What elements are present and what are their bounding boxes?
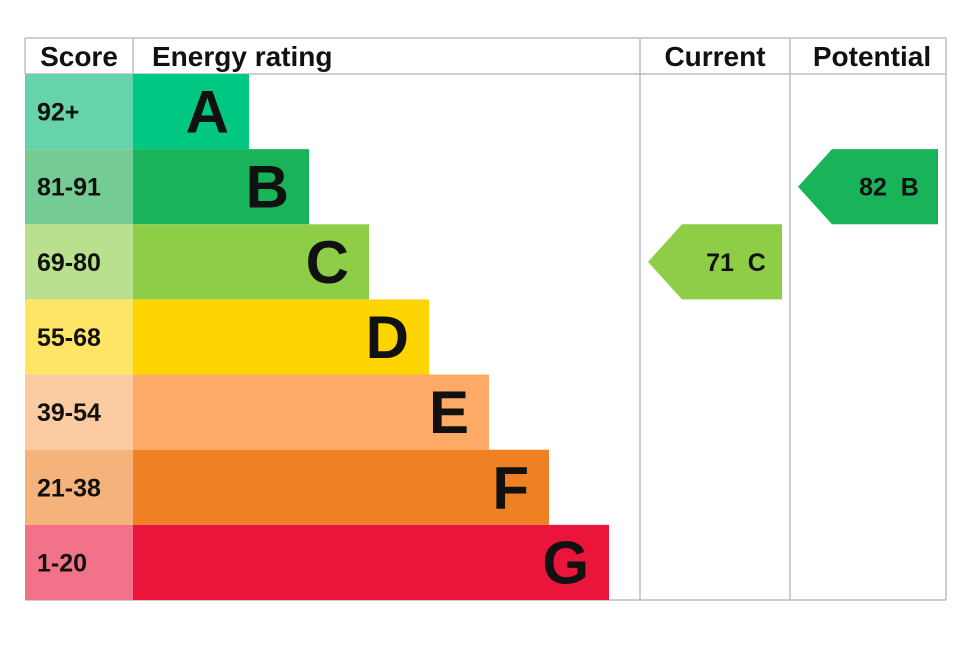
score-cell-a — [25, 74, 133, 150]
band-letter-d: D — [366, 304, 409, 371]
score-label-a: 92+ — [37, 99, 79, 127]
band-bar-d — [133, 299, 429, 375]
band-letter-c: C — [306, 229, 349, 296]
score-label-e: 39-54 — [37, 399, 101, 427]
band-letter-e: E — [429, 379, 469, 446]
band-bar-b — [133, 149, 309, 225]
band-bar-c — [133, 224, 369, 300]
header-potential: Potential — [813, 41, 931, 72]
rating-bands: 92+ A 81-91 B 69-80 C 55-68 D 39-54 E 21-38 F 1-20 G — [25, 74, 609, 600]
current-rating-arrow — [648, 224, 782, 300]
score-cell-g — [25, 524, 133, 600]
band-bar-a — [133, 74, 249, 150]
score-cell-f — [25, 449, 133, 525]
band-letter-g: G — [542, 529, 589, 596]
band-bar-e — [133, 374, 489, 450]
potential-rating-label: 82 B — [859, 174, 919, 202]
score-label-f: 21-38 — [37, 474, 101, 502]
band-letter-b: B — [246, 154, 289, 221]
potential-rating-arrow — [798, 149, 938, 225]
header-current: Current — [664, 41, 765, 72]
band-letter-f: F — [492, 454, 529, 521]
current-rating-label: 71 C — [706, 249, 766, 277]
score-cell-c — [25, 224, 133, 300]
band-bar-g — [133, 524, 609, 600]
rating-arrows: 71 C 82 B — [648, 149, 938, 300]
band-letter-a: A — [186, 79, 229, 146]
score-cell-e — [25, 374, 133, 450]
score-cell-d — [25, 299, 133, 375]
score-label-g: 1-20 — [37, 549, 87, 577]
score-label-c: 69-80 — [37, 249, 101, 277]
score-cell-b — [25, 149, 133, 225]
score-label-b: 81-91 — [37, 174, 101, 202]
header-score: Score — [40, 41, 118, 72]
band-bar-f — [133, 449, 549, 525]
header-energy-rating: Energy rating — [152, 41, 332, 72]
score-label-d: 55-68 — [37, 324, 101, 352]
